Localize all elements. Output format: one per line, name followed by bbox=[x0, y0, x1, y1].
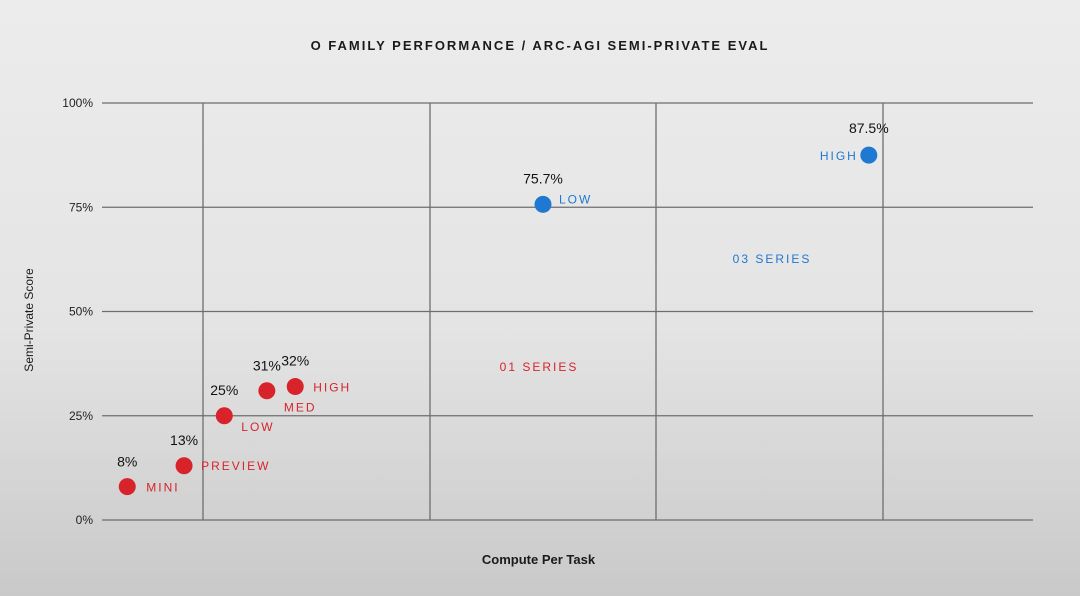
chart-title: O FAMILY PERFORMANCE / ARC-AGI SEMI-PRIV… bbox=[310, 38, 770, 53]
point-label: LOW bbox=[241, 420, 274, 434]
data-label: 75.7% bbox=[523, 170, 563, 186]
data-point bbox=[175, 457, 193, 475]
data-point bbox=[534, 195, 552, 213]
data-point bbox=[860, 146, 878, 164]
data-label: 87.5% bbox=[849, 120, 889, 136]
point-label: HIGH bbox=[313, 381, 351, 395]
point-label: MED bbox=[284, 401, 317, 415]
data-point bbox=[215, 407, 233, 425]
point-label: LOW bbox=[559, 192, 592, 206]
data-point bbox=[258, 382, 276, 400]
series-label: 01 SERIES bbox=[500, 360, 579, 374]
data-label: 31% bbox=[253, 358, 281, 374]
x-axis-title: Compute Per Task bbox=[481, 552, 596, 567]
y-tick-label: 25% bbox=[69, 409, 93, 423]
data-label: 25% bbox=[210, 382, 238, 398]
y-tick-labels: 0% 25% 50% 75% 100% bbox=[62, 96, 93, 527]
series-label: 03 SERIES bbox=[733, 252, 812, 266]
data-point bbox=[118, 478, 136, 496]
data-label: 13% bbox=[170, 432, 198, 448]
point-label: PREVIEW bbox=[201, 459, 270, 473]
point-label: MINI bbox=[146, 481, 179, 495]
grid bbox=[102, 102, 1033, 521]
y-tick-label: 75% bbox=[69, 200, 93, 214]
data-points: 8% MINI 13%PREVIEW 25% LOW 31% MED 32% HIGH 75.7%… bbox=[117, 120, 889, 496]
y-tick-label: 50% bbox=[69, 305, 93, 319]
data-label: 8% bbox=[117, 454, 137, 470]
y-tick-label: 100% bbox=[62, 96, 93, 110]
data-point bbox=[286, 378, 304, 396]
point-label: HIGH bbox=[820, 149, 858, 163]
series-labels: 01 SERIES 03 SERIES bbox=[500, 252, 812, 374]
y-tick-label: 0% bbox=[76, 513, 94, 527]
data-label: 32% bbox=[281, 353, 309, 369]
